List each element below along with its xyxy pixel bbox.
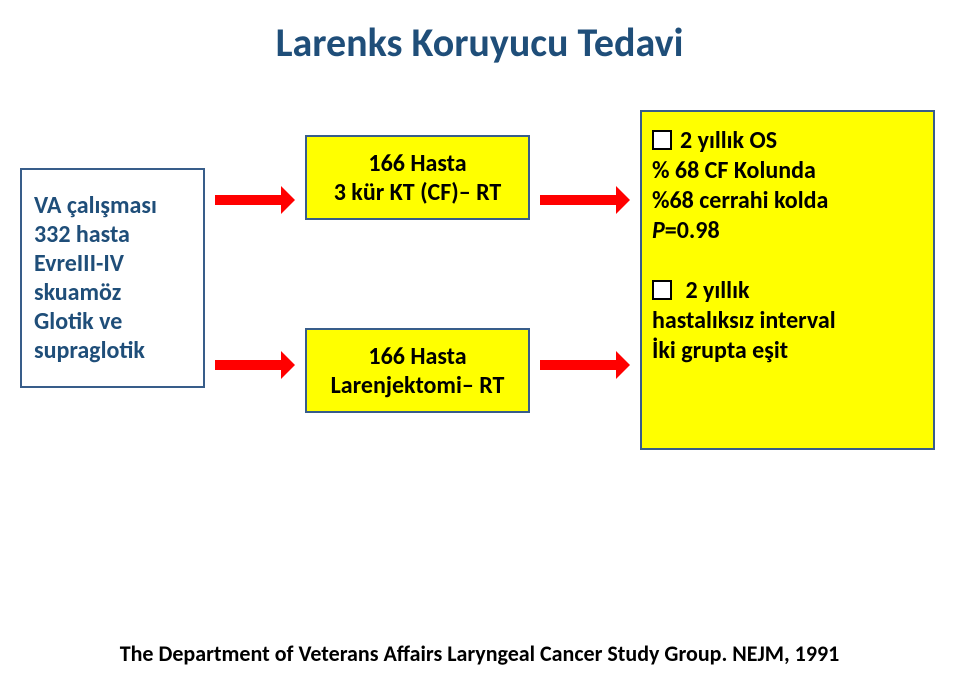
arrow-icon xyxy=(540,351,630,379)
text-line: EvreIII-IV xyxy=(34,249,191,278)
text-line: hastalıksız interval xyxy=(652,306,836,336)
text-line: 3 kür KT (CF)– RT xyxy=(319,178,516,207)
text-line: Larenjektomi– RT xyxy=(319,371,516,400)
arrow-icon xyxy=(215,351,295,379)
page-title: Larenks Koruyucu Tedavi xyxy=(0,18,959,67)
text-line: % 68 CF Kolunda xyxy=(652,156,836,186)
arrow-icon xyxy=(215,186,295,214)
list-item: 2 yıllık OS% 68 CF Kolunda%68 cerrahi ko… xyxy=(652,126,836,246)
text-line: skuamöz xyxy=(34,278,191,307)
mid-top-box: 166 Hasta3 kür KT (CF)– RT xyxy=(305,135,530,220)
text-line: %68 cerrahi kolda xyxy=(652,186,836,216)
list-item: 2 yıllıkhastalıksız intervalİki grupta e… xyxy=(652,276,836,366)
text-line: 2 yıllık xyxy=(680,276,836,306)
text-line: P=0.98 xyxy=(652,216,836,246)
mid-bot-box: 166 HastaLarenjektomi– RT xyxy=(305,328,530,413)
text-line: 2 yıllık OS xyxy=(680,126,836,156)
text-line: Glotik ve xyxy=(34,307,191,336)
checkbox-icon xyxy=(652,280,672,300)
text-line: 332 hasta xyxy=(34,220,191,249)
arrow-icon xyxy=(540,186,630,214)
results-list: 2 yıllık OS% 68 CF Kolunda%68 cerrahi ko… xyxy=(652,126,836,366)
left-box: VA çalışması332 hastaEvreIII-IVskuamözGl… xyxy=(20,168,205,388)
text-line: supraglotik xyxy=(34,336,191,365)
text-line: İki grupta eşit xyxy=(652,336,836,366)
checkbox-icon xyxy=(652,130,672,150)
citation-footer: The Department of Veterans Affairs Laryn… xyxy=(0,640,959,667)
text-line: VA çalışması xyxy=(34,191,191,220)
text-line: 166 Hasta xyxy=(319,149,516,178)
text-line: 166 Hasta xyxy=(319,342,516,371)
